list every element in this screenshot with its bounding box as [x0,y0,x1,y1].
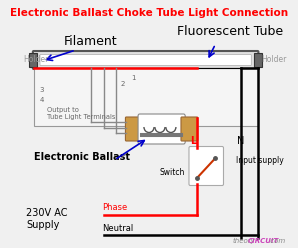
Bar [34,68,257,126]
Text: 230V AC
Supply: 230V AC Supply [26,208,68,230]
Text: Fluorescent Tube: Fluorescent Tube [177,25,283,38]
Text: Neutral: Neutral [102,224,133,233]
FancyBboxPatch shape [125,117,142,141]
Text: Switch: Switch [160,168,185,177]
Text: L: L [190,136,197,146]
Text: Input supply: Input supply [236,156,283,165]
Text: 2: 2 [121,81,125,87]
Text: Filament: Filament [64,35,118,48]
Text: Holder: Holder [261,56,286,64]
FancyBboxPatch shape [33,51,258,69]
FancyBboxPatch shape [40,55,251,65]
Text: CIRCUIT: CIRCUIT [247,238,279,244]
Text: Holder: Holder [24,56,49,64]
Text: theory: theory [232,238,255,244]
FancyBboxPatch shape [138,114,185,144]
FancyBboxPatch shape [181,117,198,141]
Text: 4: 4 [40,97,44,103]
Text: 3: 3 [40,87,44,93]
Text: Phase: Phase [102,203,127,212]
Bar [30,53,37,67]
FancyBboxPatch shape [189,147,224,186]
Text: Electronic Ballast Choke Tube Light Connection: Electronic Ballast Choke Tube Light Conn… [10,8,288,18]
Text: N: N [237,136,244,146]
Text: Output to
Tube Light Terminals: Output to Tube Light Terminals [47,107,116,120]
Text: .com: .com [268,238,286,244]
Text: Electronic Ballast: Electronic Ballast [34,152,130,162]
Text: 1: 1 [131,75,135,81]
Bar [254,53,262,67]
